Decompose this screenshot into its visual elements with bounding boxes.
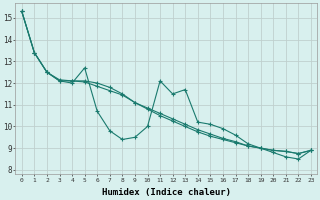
X-axis label: Humidex (Indice chaleur): Humidex (Indice chaleur) [102, 188, 231, 197]
